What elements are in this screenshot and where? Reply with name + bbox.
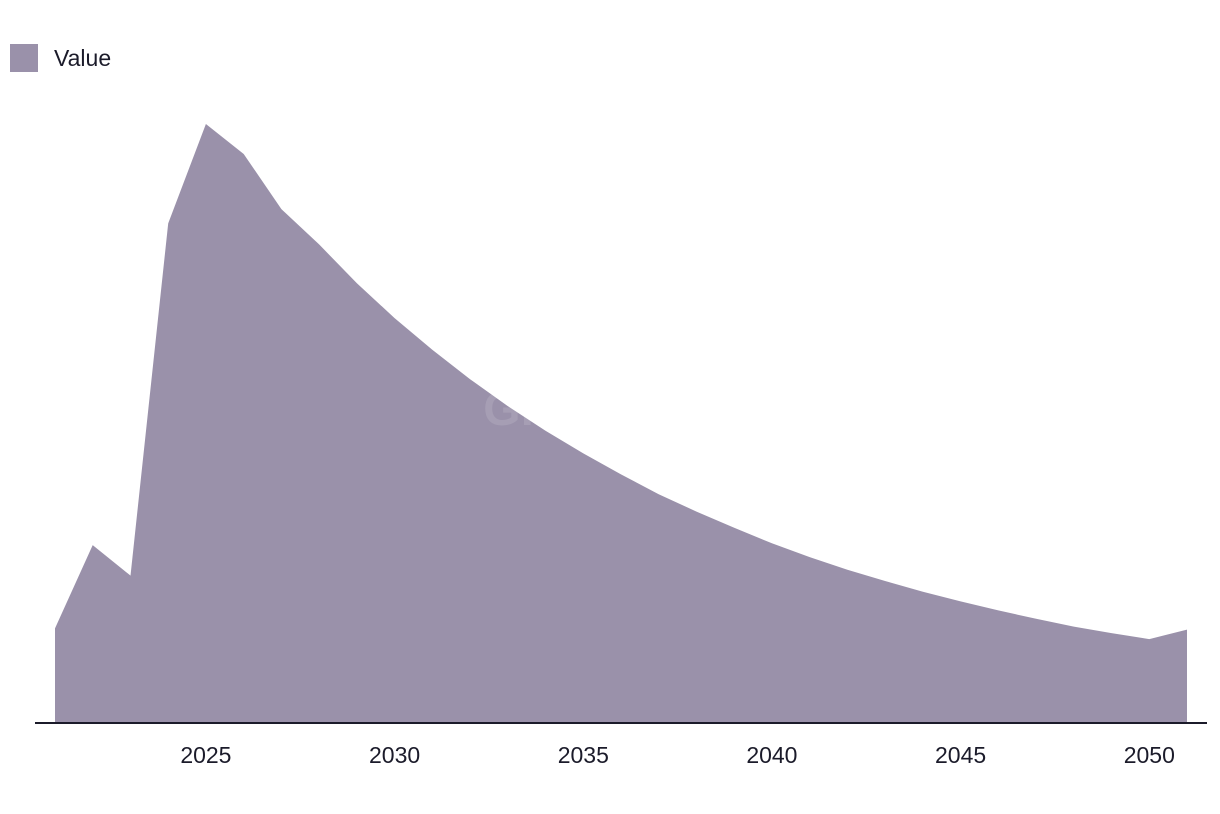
area-layer xyxy=(55,124,1187,723)
x-tick-label: 2035 xyxy=(558,742,609,768)
legend-label: Value xyxy=(54,45,112,71)
watermark: GlobalData xyxy=(483,383,737,436)
x-axis-ticks: 2025 2030 2035 2040 2045 2050 xyxy=(180,742,1175,768)
chart-legend: Value xyxy=(10,44,111,72)
area-series-value xyxy=(55,124,1187,723)
x-tick-label: 2025 xyxy=(180,742,231,768)
x-tick-label: 2040 xyxy=(746,742,797,768)
x-tick-label: 2050 xyxy=(1124,742,1175,768)
legend-swatch xyxy=(10,44,38,72)
x-tick-label: 2045 xyxy=(935,742,986,768)
x-tick-label: 2030 xyxy=(369,742,420,768)
